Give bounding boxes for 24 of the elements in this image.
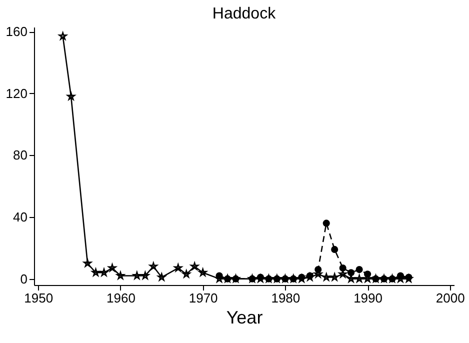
y-tick-label: 120 xyxy=(6,86,28,101)
x-tick-label: 2000 xyxy=(436,290,465,306)
x-tick-label: 1980 xyxy=(271,290,300,306)
x-axis-title: Year xyxy=(226,308,263,328)
point xyxy=(216,272,223,280)
x-tick-label: 1960 xyxy=(106,290,136,306)
point xyxy=(396,272,404,280)
point xyxy=(356,266,363,274)
point xyxy=(338,270,347,278)
x-tick-label: 1970 xyxy=(188,290,218,306)
y-tick-label: 160 xyxy=(6,24,28,40)
point xyxy=(314,266,322,274)
point xyxy=(348,269,355,276)
y-tick-label: 40 xyxy=(13,210,28,225)
point xyxy=(364,270,372,278)
point xyxy=(339,264,346,272)
point xyxy=(322,220,330,227)
point xyxy=(331,246,338,253)
y-tick-label: 0 xyxy=(20,271,28,286)
x-tick-label: 1990 xyxy=(354,290,382,306)
x-tick-label: 1950 xyxy=(24,290,54,306)
point xyxy=(100,268,108,276)
chart-title: Haddock xyxy=(212,6,277,23)
y-tick-label: 80 xyxy=(13,148,28,163)
